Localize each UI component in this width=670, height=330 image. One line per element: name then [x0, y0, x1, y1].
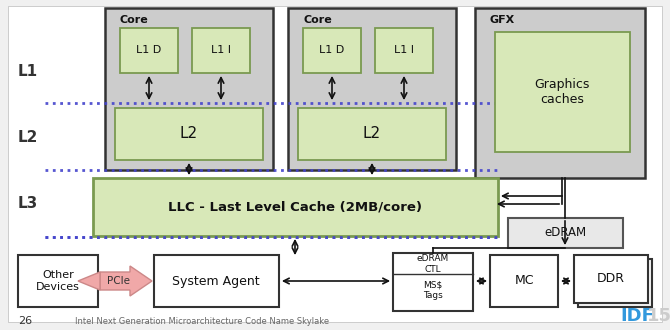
- Text: Core: Core: [120, 15, 149, 25]
- Polygon shape: [78, 272, 100, 290]
- Text: Other
Devices: Other Devices: [36, 270, 80, 292]
- Bar: [154, 255, 279, 307]
- Bar: [508, 218, 623, 248]
- Text: MS$
Tags: MS$ Tags: [423, 280, 443, 300]
- Text: Intel Next Generation Microarchitecture Code Name Skylake: Intel Next Generation Microarchitecture …: [75, 316, 329, 325]
- Bar: [375, 28, 433, 73]
- Bar: [120, 28, 178, 73]
- Text: DDR: DDR: [597, 273, 625, 285]
- Text: 26: 26: [18, 316, 32, 326]
- Bar: [578, 259, 652, 307]
- Bar: [115, 108, 263, 160]
- Text: Graphics
caches: Graphics caches: [534, 78, 590, 106]
- Text: L1: L1: [18, 64, 38, 80]
- Text: L1 D: L1 D: [137, 45, 161, 55]
- Polygon shape: [100, 266, 152, 296]
- Text: L2: L2: [180, 126, 198, 142]
- Bar: [495, 32, 630, 152]
- Text: L2: L2: [18, 130, 38, 146]
- Bar: [490, 255, 558, 307]
- Text: L1 D: L1 D: [320, 45, 344, 55]
- Text: MC: MC: [515, 275, 534, 287]
- Text: LLC - Last Level Cache (2MB/core): LLC - Last Level Cache (2MB/core): [168, 201, 422, 214]
- Bar: [105, 8, 273, 170]
- Text: Core: Core: [303, 15, 332, 25]
- Text: L2: L2: [363, 126, 381, 142]
- Bar: [18, 255, 98, 307]
- Text: eDRAM
CTL: eDRAM CTL: [417, 254, 449, 274]
- Text: L3: L3: [18, 196, 38, 212]
- Bar: [93, 178, 498, 236]
- Text: System Agent: System Agent: [172, 275, 260, 287]
- Bar: [192, 28, 250, 73]
- Text: 15: 15: [647, 307, 670, 325]
- Text: L1 I: L1 I: [394, 45, 414, 55]
- Text: IDF: IDF: [620, 307, 654, 325]
- Text: eDRAM: eDRAM: [544, 226, 586, 240]
- Bar: [303, 28, 361, 73]
- Text: GFX: GFX: [490, 15, 515, 25]
- Bar: [288, 8, 456, 170]
- Bar: [574, 255, 648, 303]
- Text: L1 I: L1 I: [211, 45, 231, 55]
- Text: PCIe: PCIe: [107, 276, 129, 286]
- Bar: [475, 8, 645, 178]
- Bar: [393, 253, 473, 311]
- Bar: [298, 108, 446, 160]
